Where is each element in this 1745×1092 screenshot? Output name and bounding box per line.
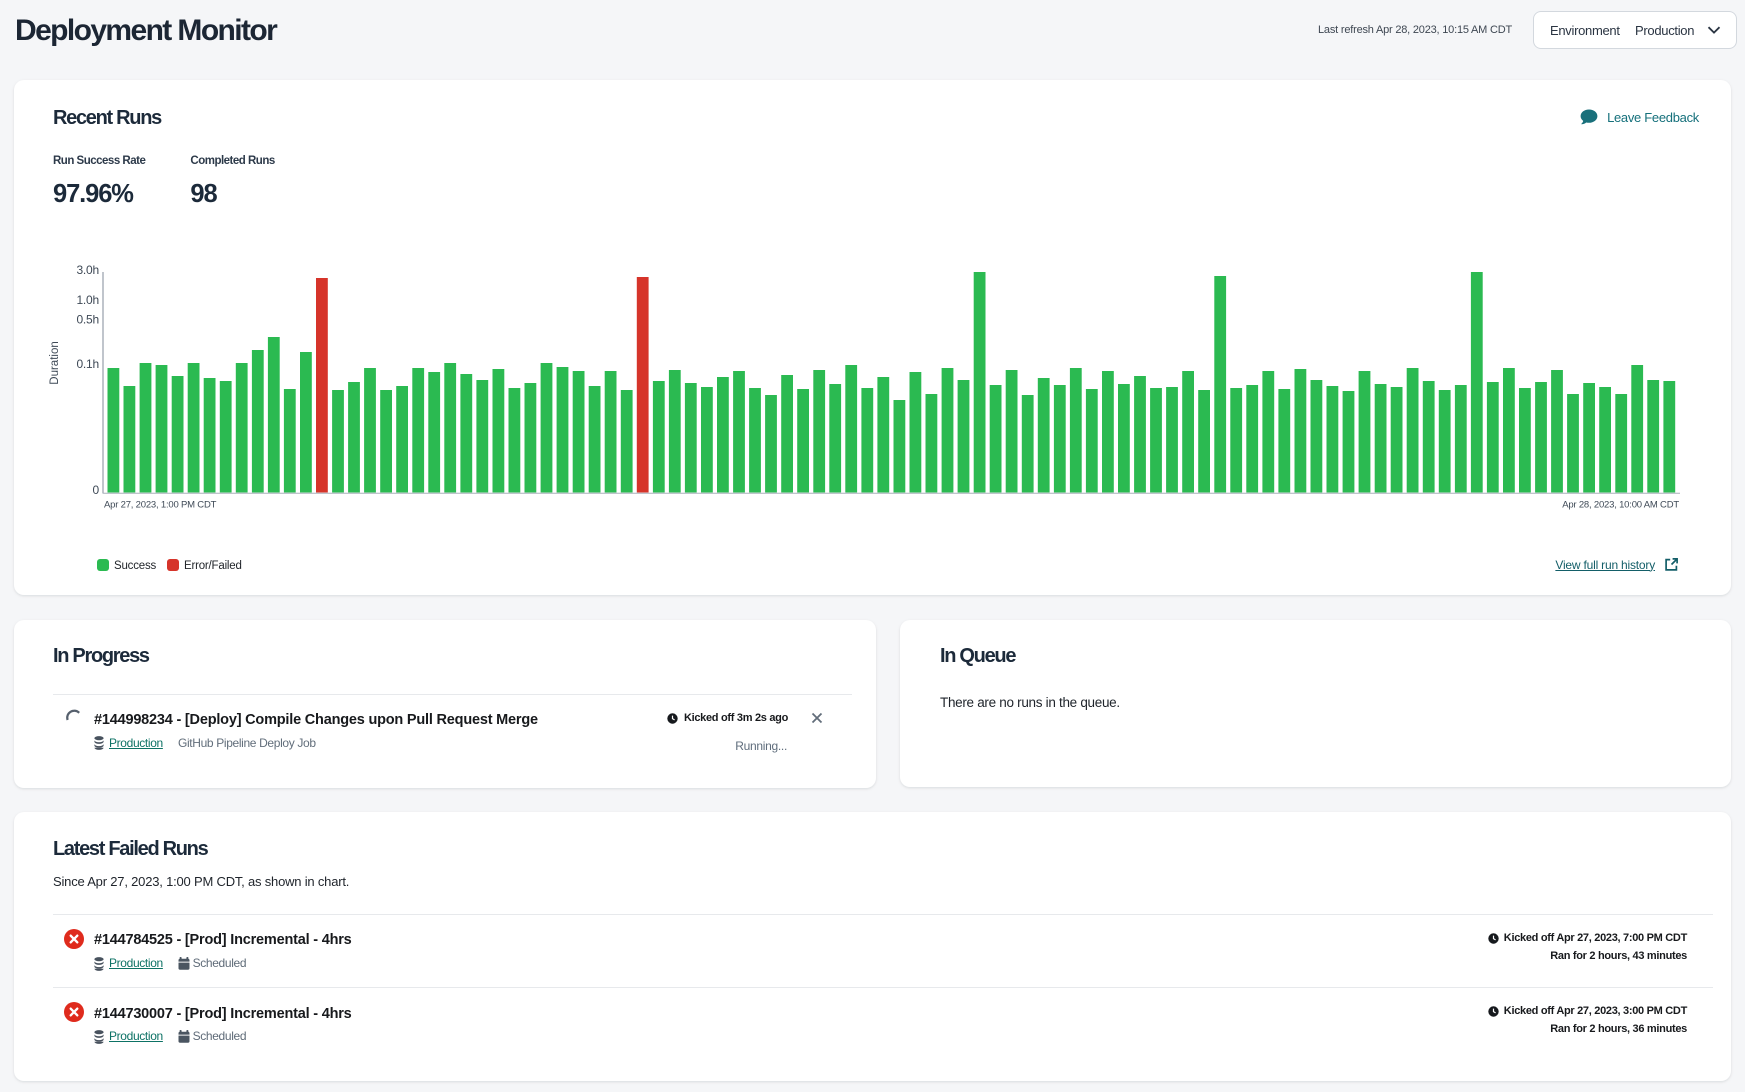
svg-text:Apr 27, 2023, 1:00 PM CDT: Apr 27, 2023, 1:00 PM CDT [104,500,217,511]
svg-text:0.5h: 0.5h [76,313,99,327]
svg-text:3.0h: 3.0h [76,263,99,277]
svg-text:Duration: Duration [49,341,61,384]
svg-text:0: 0 [93,483,100,497]
svg-text:0.1h: 0.1h [76,357,99,371]
svg-text:Apr 28, 2023, 10:00 AM CDT: Apr 28, 2023, 10:00 AM CDT [1562,500,1679,511]
svg-text:1.0h: 1.0h [76,293,99,307]
